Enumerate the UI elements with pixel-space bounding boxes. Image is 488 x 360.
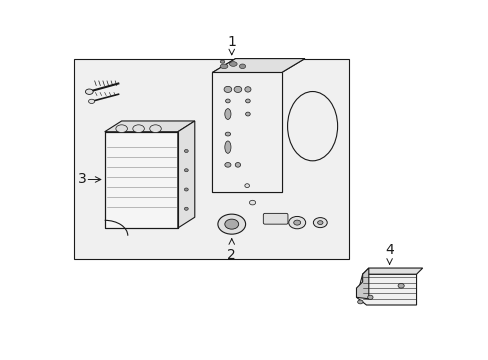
Ellipse shape xyxy=(224,141,230,153)
Ellipse shape xyxy=(218,214,245,234)
Ellipse shape xyxy=(224,163,230,167)
Ellipse shape xyxy=(88,99,95,103)
Ellipse shape xyxy=(224,86,231,93)
Ellipse shape xyxy=(244,87,250,92)
Ellipse shape xyxy=(224,109,230,120)
Ellipse shape xyxy=(235,163,240,167)
Bar xyxy=(212,72,281,192)
Polygon shape xyxy=(356,274,416,305)
Text: 3: 3 xyxy=(78,172,86,186)
Ellipse shape xyxy=(133,125,144,132)
Bar xyxy=(104,132,178,228)
Ellipse shape xyxy=(184,207,188,210)
Polygon shape xyxy=(356,268,368,299)
Ellipse shape xyxy=(317,221,323,225)
Ellipse shape xyxy=(239,64,245,69)
Ellipse shape xyxy=(357,300,362,304)
Ellipse shape xyxy=(234,86,241,93)
Ellipse shape xyxy=(225,99,230,103)
Ellipse shape xyxy=(85,89,93,94)
Polygon shape xyxy=(104,121,194,132)
Text: 1: 1 xyxy=(227,35,236,49)
Ellipse shape xyxy=(220,64,227,69)
Text: 4: 4 xyxy=(385,243,393,257)
Ellipse shape xyxy=(184,169,188,172)
Ellipse shape xyxy=(184,149,188,153)
Ellipse shape xyxy=(224,219,238,229)
Ellipse shape xyxy=(287,91,337,161)
Ellipse shape xyxy=(245,112,250,116)
Ellipse shape xyxy=(293,220,300,225)
FancyBboxPatch shape xyxy=(263,213,287,224)
Ellipse shape xyxy=(245,99,250,103)
Ellipse shape xyxy=(249,200,255,205)
Ellipse shape xyxy=(184,188,188,191)
Polygon shape xyxy=(212,59,305,72)
Ellipse shape xyxy=(229,62,237,66)
Bar xyxy=(74,59,348,259)
Ellipse shape xyxy=(244,184,249,188)
Ellipse shape xyxy=(149,125,161,132)
Ellipse shape xyxy=(367,295,372,300)
Ellipse shape xyxy=(116,125,127,132)
Ellipse shape xyxy=(313,217,326,228)
Ellipse shape xyxy=(288,216,305,229)
Polygon shape xyxy=(212,59,305,72)
Polygon shape xyxy=(362,268,422,274)
Ellipse shape xyxy=(397,283,404,288)
Ellipse shape xyxy=(220,60,224,63)
Bar xyxy=(104,132,178,228)
Ellipse shape xyxy=(225,132,230,136)
Bar xyxy=(212,72,281,192)
Polygon shape xyxy=(178,121,194,228)
Text: 2: 2 xyxy=(227,248,236,262)
